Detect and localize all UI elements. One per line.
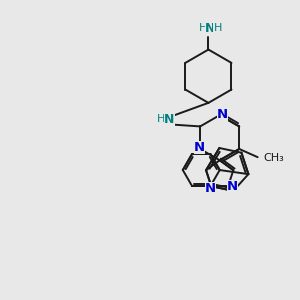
Text: CH₃: CH₃ <box>264 153 285 163</box>
Text: N: N <box>217 108 228 121</box>
Text: N: N <box>227 180 238 193</box>
Text: N: N <box>205 182 216 195</box>
Text: N: N <box>164 113 175 126</box>
Text: N: N <box>205 22 216 34</box>
Text: H: H <box>157 114 166 124</box>
Text: H: H <box>199 23 208 33</box>
Text: H: H <box>214 23 222 33</box>
Text: N: N <box>194 142 205 154</box>
